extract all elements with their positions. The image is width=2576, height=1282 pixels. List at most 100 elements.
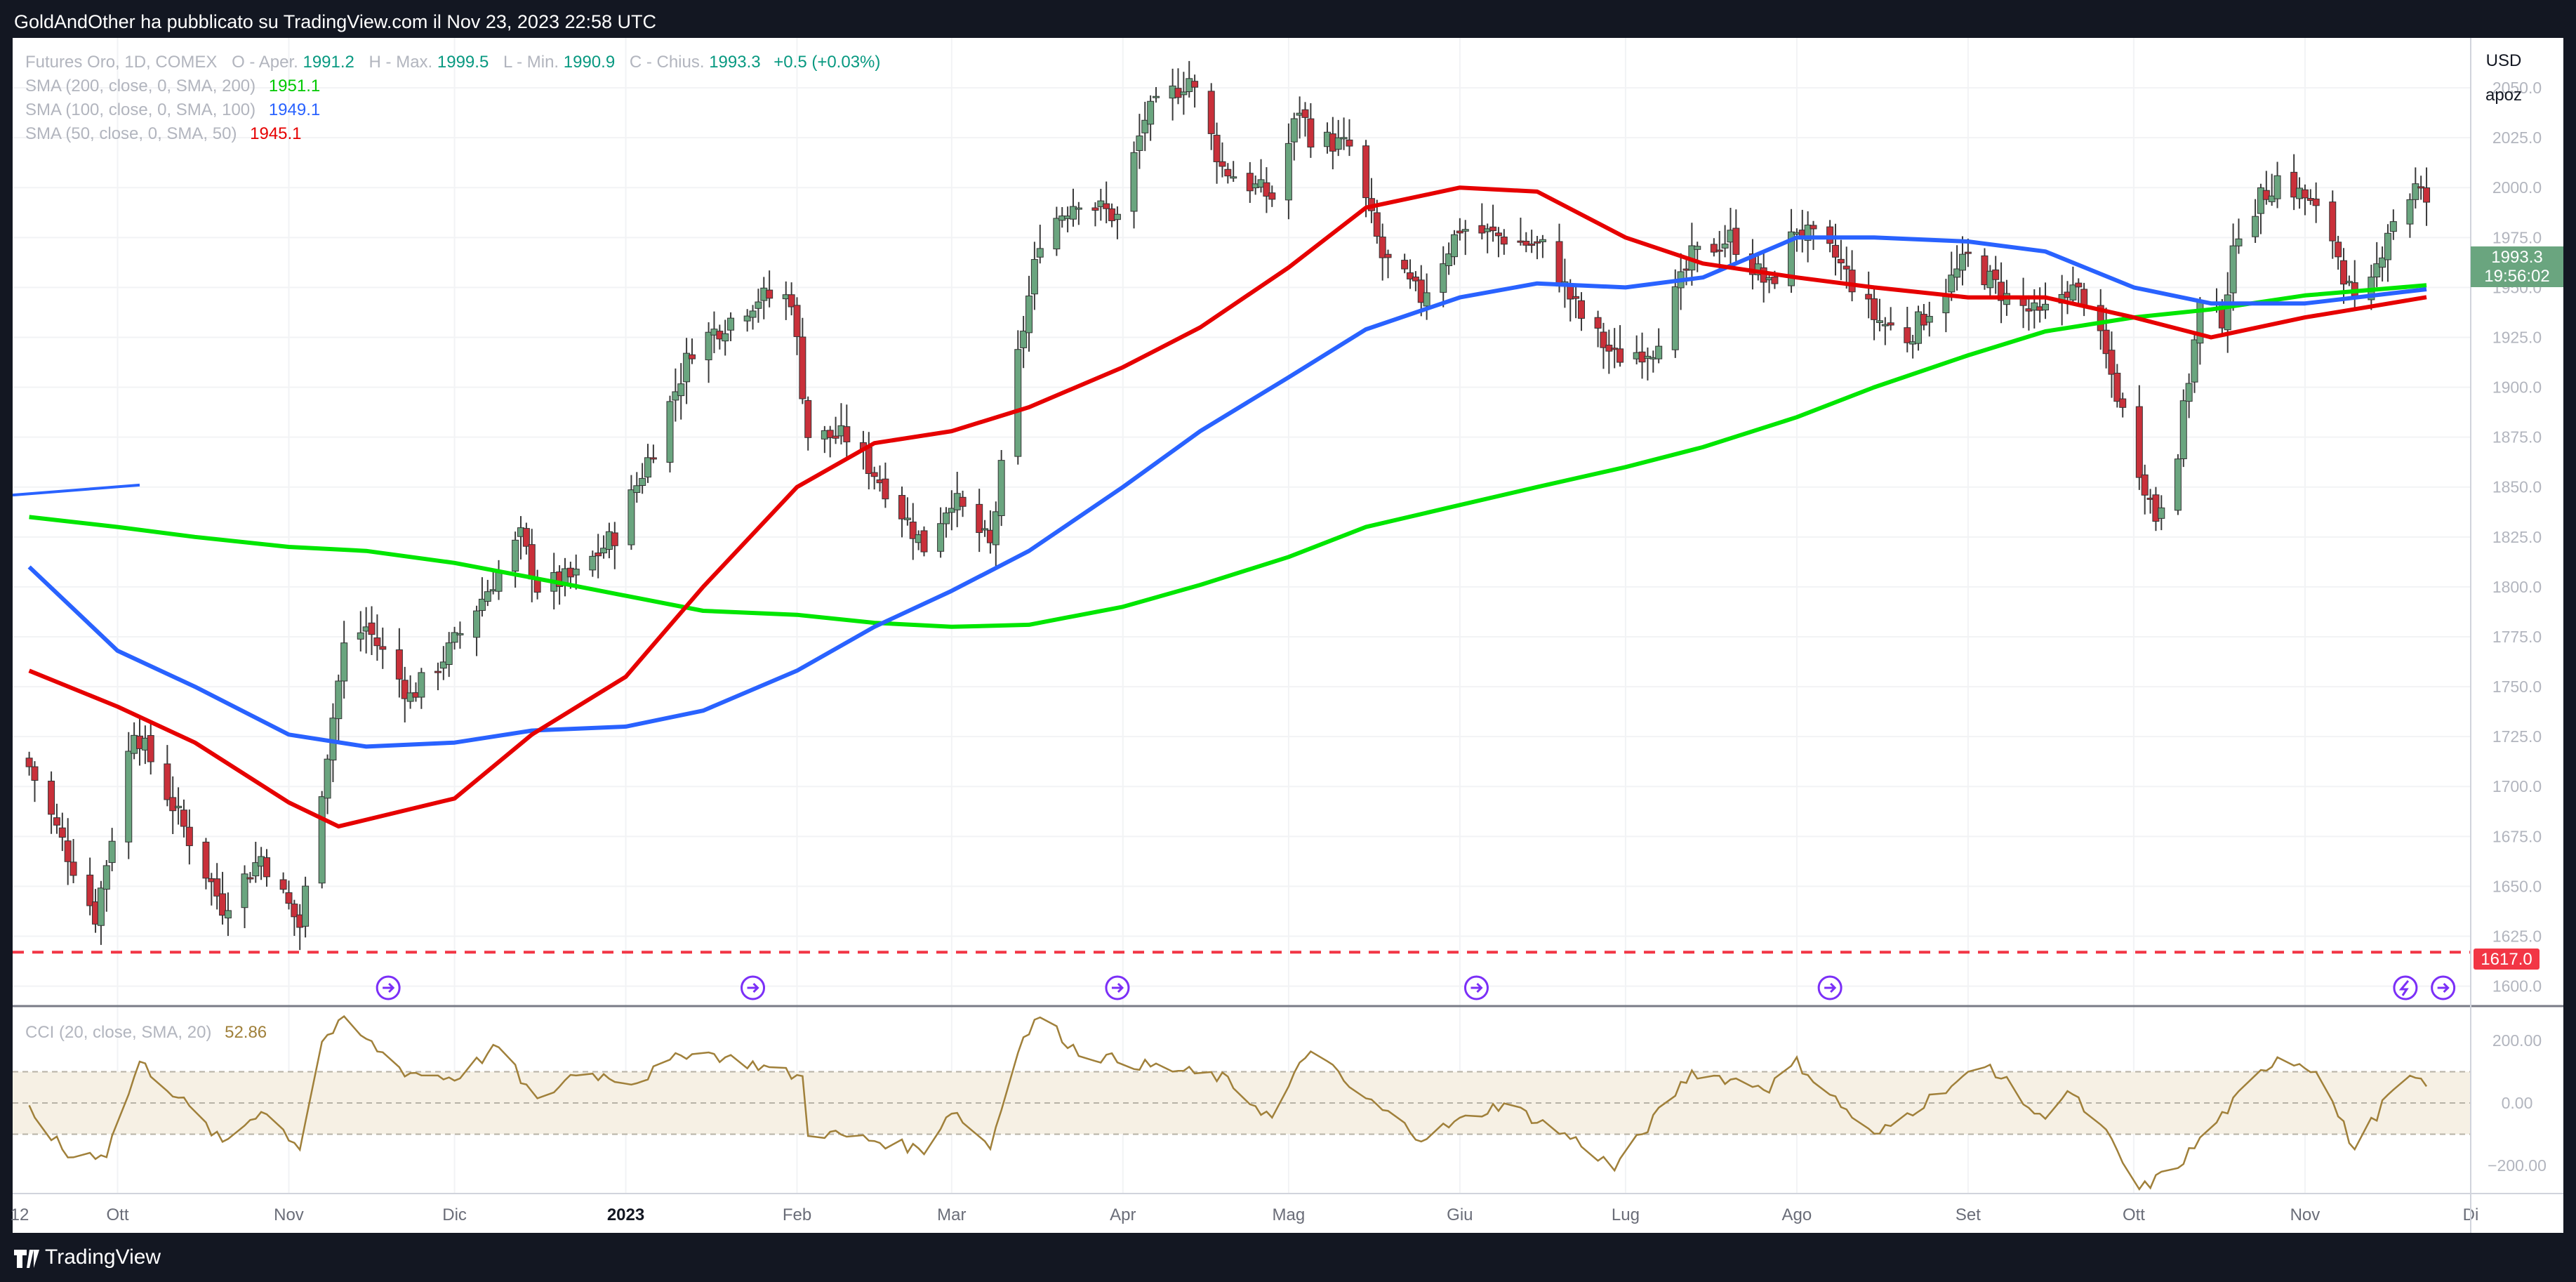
candle-up[interactable] <box>175 805 182 809</box>
candle-up[interactable] <box>705 331 712 361</box>
candle-up[interactable] <box>1130 152 1138 212</box>
candle-down[interactable] <box>147 735 154 762</box>
candle-down[interactable] <box>1826 226 1834 244</box>
candle-up[interactable] <box>512 539 519 571</box>
event-marker-icon[interactable] <box>1105 975 1130 1000</box>
candle-down[interactable] <box>379 646 387 650</box>
candle-down[interactable] <box>1412 277 1419 282</box>
candle-up[interactable] <box>628 489 635 546</box>
candle-up[interactable] <box>318 796 326 884</box>
cci-line[interactable] <box>28 1015 2428 1191</box>
candle-down[interactable] <box>1904 327 1911 343</box>
candle-up[interactable] <box>451 632 458 643</box>
candle-down[interactable] <box>1246 173 1254 192</box>
candle-down[interactable] <box>1494 232 1502 237</box>
event-marker-icon[interactable] <box>1817 975 1843 1000</box>
candle-up[interactable] <box>644 457 652 478</box>
candle-up[interactable] <box>495 570 503 592</box>
candle-down[interactable] <box>595 553 602 557</box>
event-markers[interactable] <box>376 975 2456 1000</box>
candle-up[interactable] <box>997 460 1005 517</box>
candle-down[interactable] <box>1301 109 1309 118</box>
candle-down[interactable] <box>799 336 806 399</box>
candle-down[interactable] <box>2141 474 2149 496</box>
candle-up[interactable] <box>484 591 491 602</box>
event-marker-icon[interactable] <box>1463 975 1489 1000</box>
candle-up[interactable] <box>2042 303 2050 311</box>
candle-down[interactable] <box>180 809 187 827</box>
candle-up[interactable] <box>1230 176 1237 179</box>
candle-up[interactable] <box>572 569 580 576</box>
sma100-legend[interactable]: SMA (100, close, 0, SMA, 100) 1949.1 <box>25 100 320 119</box>
candle-down[interactable] <box>1091 207 1099 211</box>
candle-down[interactable] <box>2312 198 2320 206</box>
candle-down[interactable] <box>2135 406 2143 478</box>
candle-up[interactable] <box>445 642 453 666</box>
candle-up[interactable] <box>1036 248 1044 258</box>
candle-down[interactable] <box>1732 227 1740 255</box>
candle-up[interactable] <box>1461 229 1469 232</box>
candle-down[interactable] <box>976 503 983 534</box>
event-marker-icon[interactable] <box>741 975 766 1000</box>
candle-down[interactable] <box>64 840 72 862</box>
candle-up[interactable] <box>1925 316 1933 323</box>
candle-down[interactable] <box>1600 331 1607 348</box>
candle-up[interactable] <box>1069 206 1077 220</box>
candle-up[interactable] <box>97 887 105 926</box>
candle-up[interactable] <box>992 511 1000 546</box>
candle-up[interactable] <box>2412 183 2419 200</box>
candle-down[interactable] <box>1887 322 1894 326</box>
candle-up[interactable] <box>1788 231 1795 286</box>
candle-down[interactable] <box>1771 276 1779 284</box>
candle-down[interactable] <box>688 354 696 359</box>
candle-up[interactable] <box>2069 284 2077 300</box>
candle-up[interactable] <box>335 680 343 720</box>
candle-up[interactable] <box>1284 143 1292 201</box>
candle-down[interactable] <box>1417 279 1425 303</box>
candle-down[interactable] <box>2335 242 2342 258</box>
candle-up[interactable] <box>677 383 685 397</box>
candle-up[interactable] <box>418 672 425 698</box>
last-price-badge[interactable]: 1993.3 19:56:02 <box>2471 246 2563 287</box>
candle-down[interactable] <box>263 857 271 878</box>
candle-down[interactable] <box>1268 192 1276 200</box>
candle-up[interactable] <box>2389 221 2397 232</box>
candle-down[interactable] <box>2301 189 2309 199</box>
candle-up[interactable] <box>2373 263 2381 278</box>
main-legend[interactable]: Futures Oro, 1D, COMEX O - Aper. 1991.2 … <box>25 53 880 72</box>
candle-down[interactable] <box>58 827 66 838</box>
candle-down[interactable] <box>219 893 227 916</box>
candle-down[interactable] <box>882 478 889 500</box>
event-marker-icon[interactable] <box>2431 975 2456 1000</box>
candle-up[interactable] <box>1075 207 1082 210</box>
currency-label[interactable]: USD <box>2486 51 2522 70</box>
candle-down[interactable] <box>1992 269 2000 280</box>
candle-down[interactable] <box>434 670 441 673</box>
candle-down[interactable] <box>2339 260 2347 285</box>
sma-line-50[interactable] <box>28 185 2427 829</box>
candle-down[interactable] <box>368 622 376 635</box>
candle-up[interactable] <box>340 642 348 682</box>
candle-up[interactable] <box>2379 257 2386 268</box>
candle-up[interactable] <box>666 401 674 463</box>
candle-up[interactable] <box>1025 296 1033 333</box>
candle-down[interactable] <box>528 544 536 580</box>
candle-up[interactable] <box>683 352 691 383</box>
candle-up[interactable] <box>357 632 364 640</box>
candle-down[interactable] <box>2262 190 2270 200</box>
candle-up[interactable] <box>241 873 248 908</box>
candle-up[interactable] <box>743 315 751 322</box>
candle-down[interactable] <box>1837 258 1845 264</box>
candle-down[interactable] <box>53 817 60 826</box>
candle-down[interactable] <box>522 528 530 547</box>
candle-up[interactable] <box>1445 253 1453 266</box>
candle-down[interactable] <box>2113 372 2121 402</box>
candle-up[interactable] <box>722 333 729 342</box>
candle-down[interactable] <box>826 430 834 438</box>
candle-down[interactable] <box>611 532 618 546</box>
candle-down[interactable] <box>246 877 254 880</box>
candle-up[interactable] <box>639 477 646 487</box>
candle-down[interactable] <box>2108 350 2116 375</box>
candle-down[interactable] <box>1191 81 1199 88</box>
candle-up[interactable] <box>1804 225 1812 241</box>
